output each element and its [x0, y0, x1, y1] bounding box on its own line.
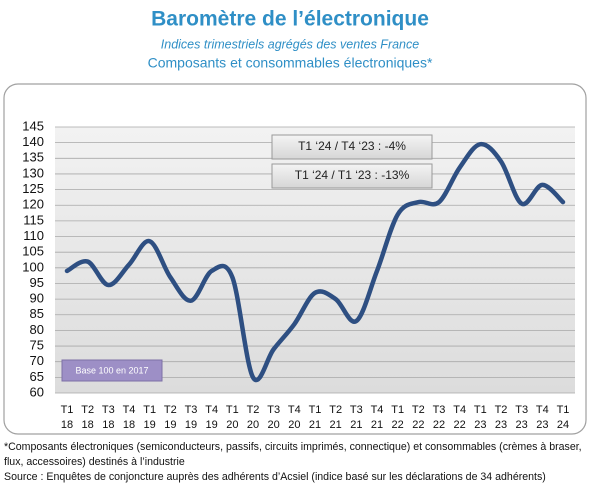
- y-tick-label: 85: [30, 306, 44, 321]
- x-tick-label: T3: [350, 404, 363, 416]
- x-tick-label: T4: [453, 404, 466, 416]
- x-tick-label: 18: [102, 419, 114, 431]
- x-tick-label: 22: [412, 419, 424, 431]
- x-tick-label: 21: [330, 419, 342, 431]
- x-tick-label: T1: [226, 404, 239, 416]
- y-tick-label: 140: [22, 134, 44, 149]
- x-tick-label: 18: [61, 419, 73, 431]
- y-tick-label: 90: [30, 291, 44, 306]
- x-tick-label: 20: [226, 419, 238, 431]
- chart-subtitle: Indices trimestriels agrégés des ventes …: [161, 37, 419, 51]
- annotation: Base 100 en 2017: [75, 365, 148, 375]
- x-tick-label: 23: [536, 419, 548, 431]
- x-tick-label: T2: [81, 404, 94, 416]
- y-tick-label: 100: [22, 259, 44, 274]
- annotation-box: [271, 163, 433, 189]
- y-tick-label: 95: [30, 275, 44, 290]
- y-tick-label: 135: [22, 150, 44, 165]
- x-tick-label: T2: [329, 404, 342, 416]
- x-tick-label: 21: [350, 419, 362, 431]
- x-tick-label: T4: [536, 404, 549, 416]
- y-tick-label: 110: [23, 228, 44, 243]
- x-tick-label: T4: [123, 404, 136, 416]
- x-tick-label: 22: [433, 419, 445, 431]
- x-tick-label: 18: [123, 419, 135, 431]
- chart: Baromètre de l’électronique Indices trim…: [3, 8, 587, 435]
- x-tick-label: T1: [474, 404, 487, 416]
- x-tick-label: T2: [495, 404, 508, 416]
- annotation-box: [271, 134, 433, 160]
- x-tick-label: 23: [516, 419, 528, 431]
- x-tick-label: 22: [454, 419, 466, 431]
- data-line: [64, 141, 566, 383]
- y-tick-label: 65: [30, 369, 44, 384]
- x-tick-label: T1: [391, 404, 404, 416]
- x-tick-label: 20: [288, 419, 300, 431]
- x-tick-label: T2: [164, 404, 177, 416]
- x-tick-label: T1: [61, 404, 74, 416]
- x-tick-label: T3: [185, 404, 198, 416]
- x-tick-label: T2: [247, 404, 260, 416]
- x-tick-label: 19: [164, 419, 176, 431]
- x-tick-label: 23: [495, 419, 507, 431]
- x-tick-label: T4: [205, 404, 218, 416]
- y-tick-label: 115: [23, 212, 44, 227]
- annotation: T1 ‘24 / T1 ‘23 : -13%: [295, 168, 410, 182]
- x-tick-label: 18: [82, 419, 94, 431]
- footnote: *Composants électroniques (semiconducteu…: [4, 441, 582, 468]
- x-tick-label: T3: [102, 404, 115, 416]
- x-tick-label: 22: [392, 419, 404, 431]
- x-tick-label: T3: [433, 404, 446, 416]
- x-tick-label: T4: [288, 404, 301, 416]
- y-tick-label: 145: [22, 118, 44, 133]
- annotation-box: [61, 359, 163, 382]
- x-tick-label: 20: [247, 419, 259, 431]
- x-tick-label: T4: [371, 404, 384, 416]
- y-tick-label: 105: [22, 244, 44, 259]
- x-tick-label: T3: [267, 404, 280, 416]
- x-tick-label: T3: [515, 404, 528, 416]
- x-tick-label: 20: [268, 419, 280, 431]
- x-tick-label: 19: [206, 419, 218, 431]
- y-tick-label: 80: [30, 322, 44, 337]
- x-tick-label: T1: [309, 404, 322, 416]
- x-tick-label: T1: [557, 404, 570, 416]
- x-tick-label: 19: [185, 419, 197, 431]
- chart-title: Baromètre de l’électronique: [151, 8, 429, 31]
- x-tick-label: T2: [412, 404, 425, 416]
- y-tick-label: 125: [22, 181, 44, 196]
- annotation: T1 ‘24 / T4 ‘23 : -4%: [298, 139, 406, 153]
- y-tick-label: 130: [22, 165, 44, 180]
- x-tick-label: T1: [143, 404, 156, 416]
- y-tick-label: 120: [22, 197, 44, 212]
- chart-subtitle: Composants et consommables électroniques…: [148, 55, 433, 71]
- x-tick-label: 19: [144, 419, 156, 431]
- y-tick-label: 60: [30, 384, 44, 399]
- x-tick-label: 24: [557, 419, 569, 431]
- x-tick-label: 21: [309, 419, 321, 431]
- x-tick-label: 23: [474, 419, 486, 431]
- footnote: Source : Enquêtes de conjoncture auprès …: [4, 471, 546, 483]
- y-tick-label: 70: [30, 353, 44, 368]
- x-tick-label: 21: [371, 419, 383, 431]
- y-tick-label: 75: [30, 337, 44, 352]
